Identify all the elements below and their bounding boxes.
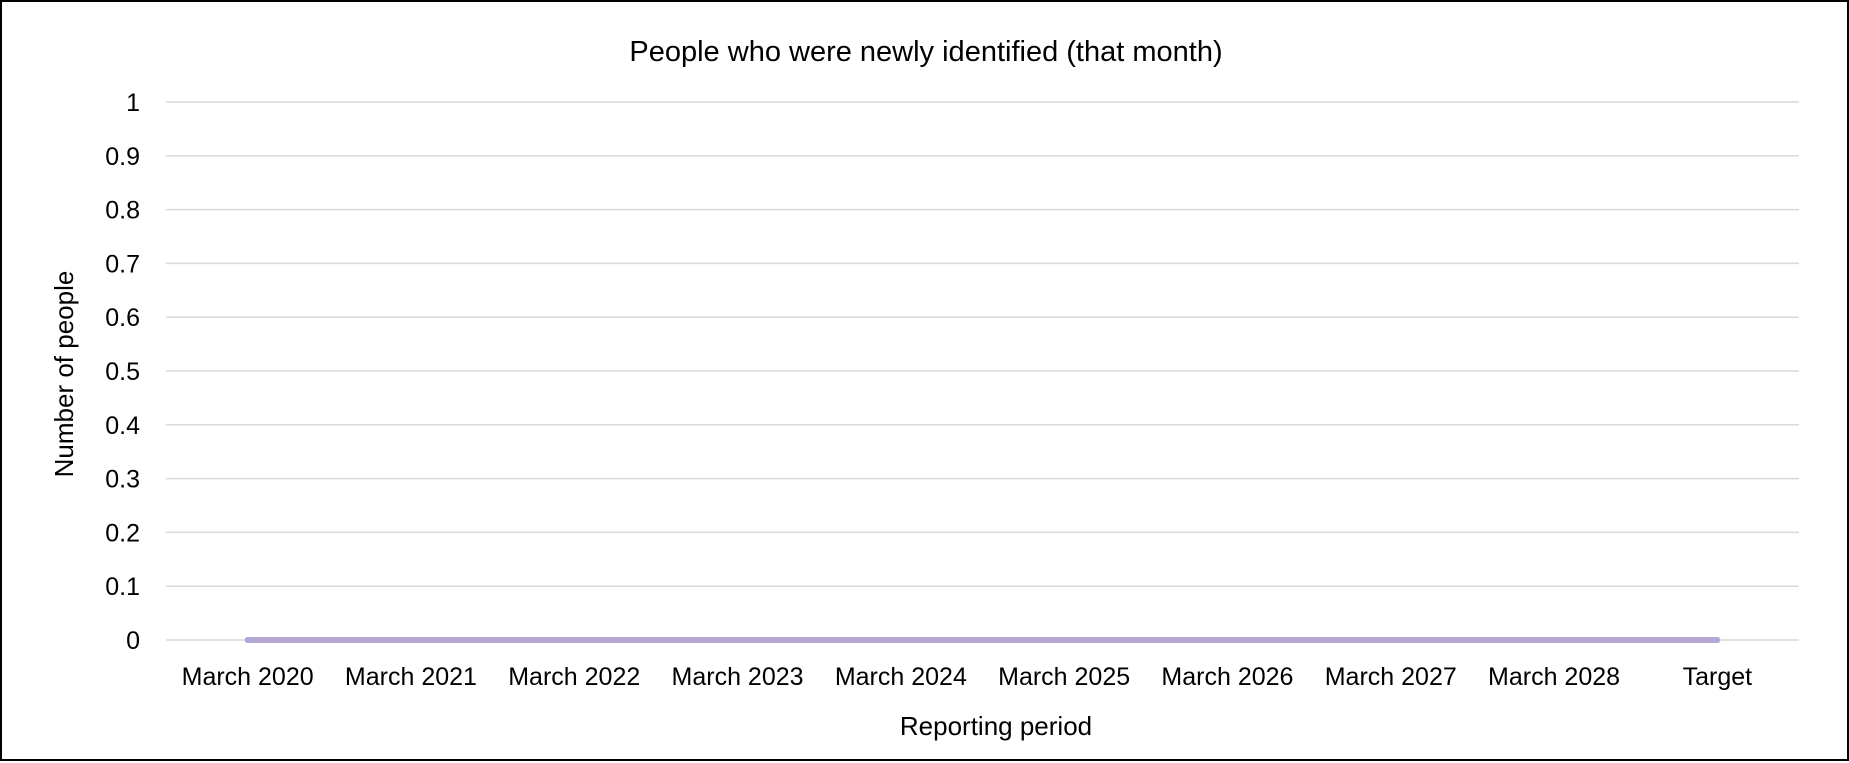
x-axis-title: Reporting period bbox=[900, 711, 1092, 741]
x-tick-label: March 2024 bbox=[835, 663, 967, 691]
x-tick-label: March 2020 bbox=[182, 663, 314, 691]
y-axis-title: Number of people bbox=[49, 271, 79, 478]
x-tick-label: March 2025 bbox=[998, 663, 1130, 691]
y-tick-label: 0.4 bbox=[105, 412, 140, 440]
y-axis-tick-labels: 0 0.1 0.2 0.3 0.4 0.5 0.6 0.7 0.8 0.9 1 bbox=[105, 89, 140, 655]
y-tick-label: 0.5 bbox=[105, 358, 140, 386]
y-tick-label: 0.3 bbox=[105, 466, 140, 494]
y-tick-label: 1 bbox=[126, 89, 140, 117]
y-tick-label: 0.7 bbox=[105, 250, 140, 278]
x-tick-label: March 2027 bbox=[1325, 663, 1457, 691]
y-tick-label: 0.9 bbox=[105, 143, 140, 171]
x-tick-label: March 2023 bbox=[672, 663, 804, 691]
y-tick-label: 0.6 bbox=[105, 304, 140, 332]
y-tick-label: 0.8 bbox=[105, 197, 140, 225]
x-tick-label: March 2022 bbox=[508, 663, 640, 691]
chart-title: People who were newly identified (that m… bbox=[629, 36, 1222, 68]
x-axis-tick-labels: March 2020 March 2021 March 2022 March 2023… bbox=[182, 663, 1753, 691]
gridlines bbox=[166, 101, 1799, 641]
x-tick-label: March 2021 bbox=[345, 663, 477, 691]
x-tick-label: March 2026 bbox=[1161, 663, 1293, 691]
y-tick-label: 0.1 bbox=[105, 573, 140, 601]
y-tick-label: 0 bbox=[126, 627, 140, 655]
x-tick-label: March 2028 bbox=[1488, 663, 1620, 691]
x-tick-label: Target bbox=[1683, 663, 1753, 691]
y-tick-label: 0.2 bbox=[105, 519, 140, 547]
